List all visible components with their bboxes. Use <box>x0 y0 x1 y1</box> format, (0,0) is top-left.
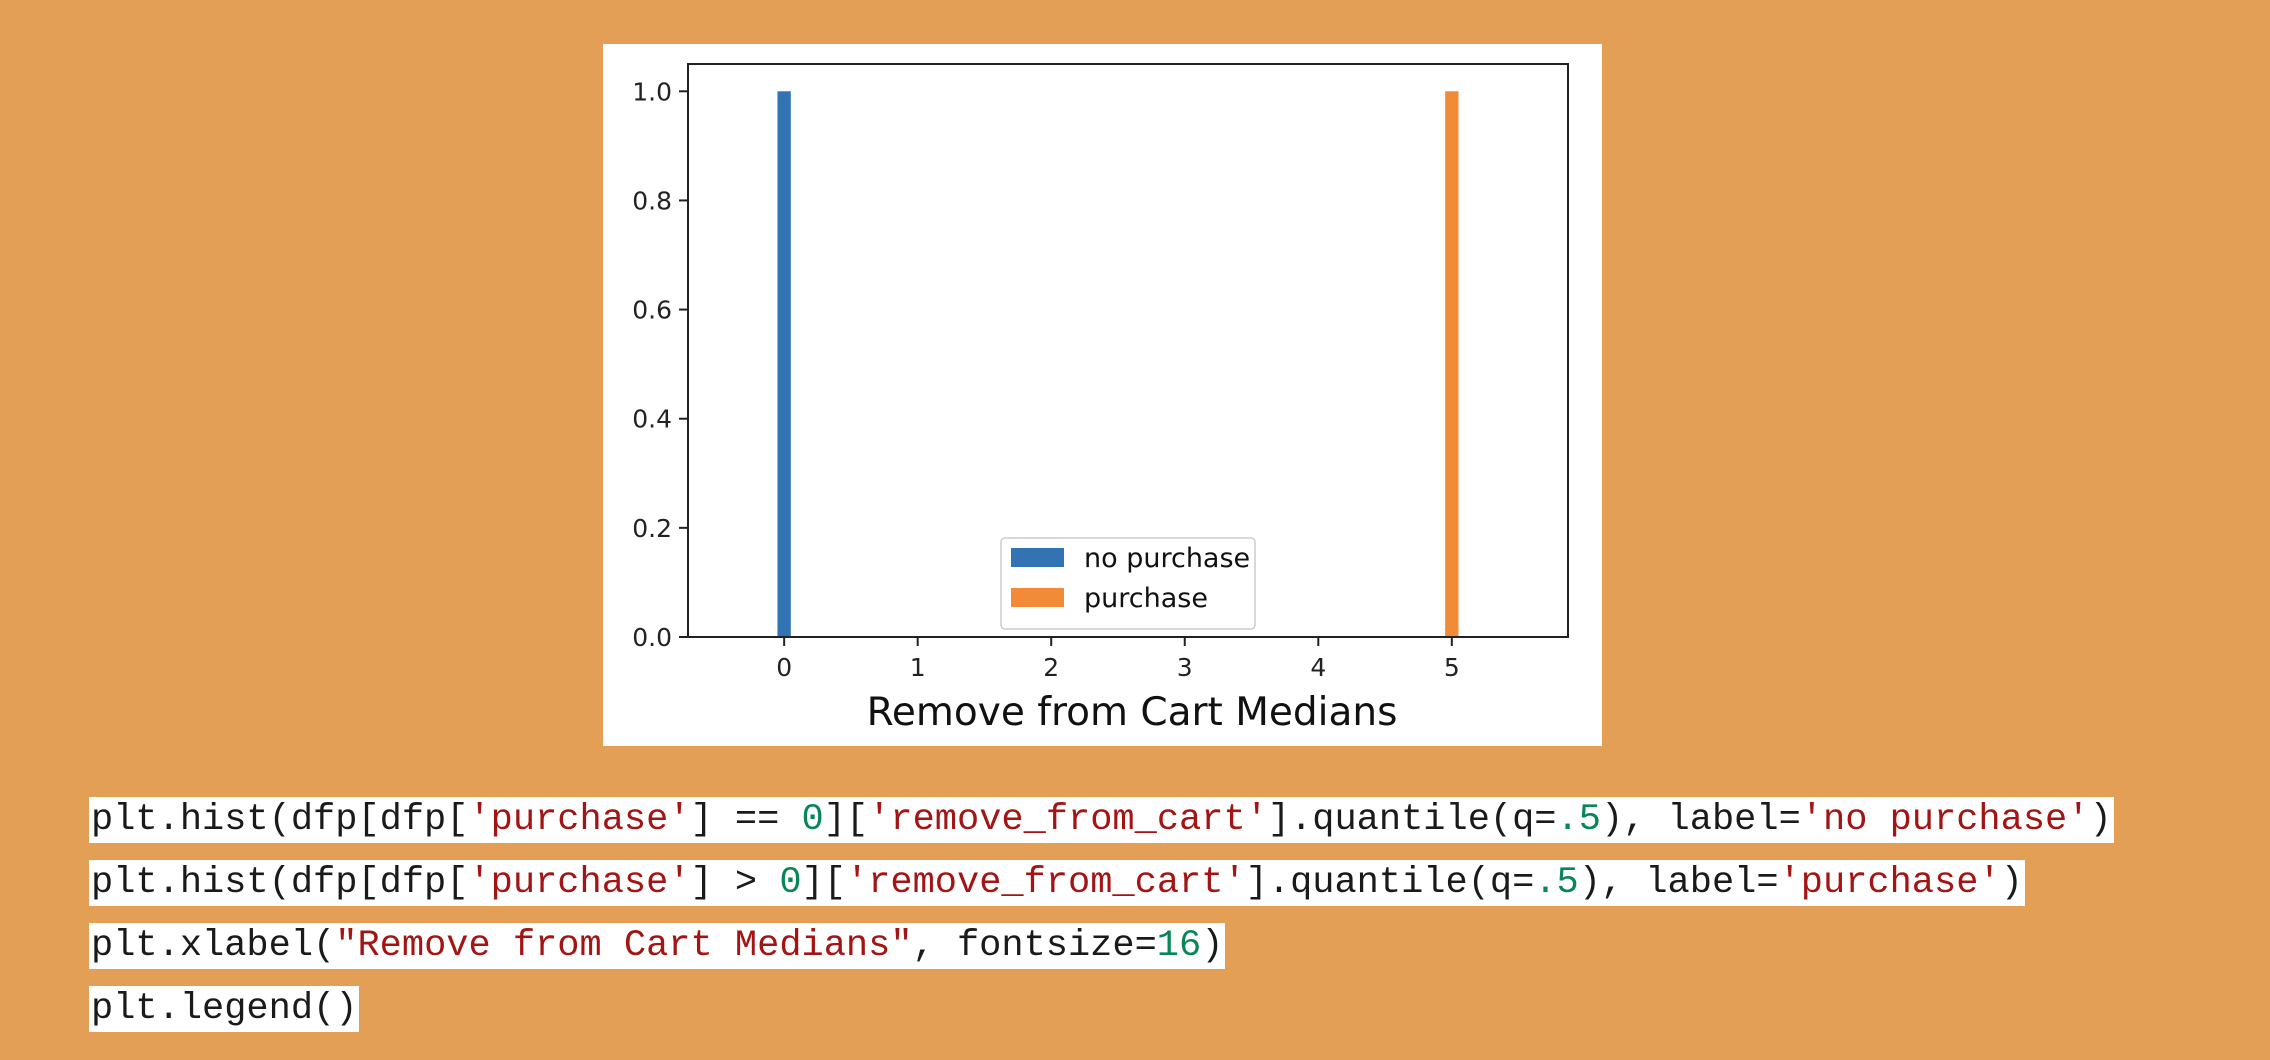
x-tick-label: 1 <box>910 653 926 682</box>
x-tick-label: 0 <box>776 653 792 682</box>
legend-swatch-no-purchase <box>1011 548 1064 567</box>
code-token: 'remove_from_cart' <box>845 862 1246 904</box>
code-line-hist-purchase: plt.hist(dfp[dfp['purchase'] > 0]['remov… <box>89 860 2025 906</box>
axes-frame <box>687 63 1569 638</box>
code-token: .5 <box>1556 799 1601 841</box>
histogram-chart: 0 1 2 3 4 5 0.0 0.2 0.4 0.6 0.8 1.0 Remove from Car… <box>632 63 1569 735</box>
y-tick-label: 0.8 <box>632 186 672 215</box>
y-tick-label: 0.4 <box>632 405 672 434</box>
code-token: plt.hist(dfp[dfp[ <box>91 799 469 841</box>
y-tick-label: 0.6 <box>632 296 672 325</box>
code-token: ][ <box>801 862 846 904</box>
code-token: , fontsize= <box>912 925 1157 967</box>
chart-panel: 0 1 2 3 4 5 0.0 0.2 0.4 0.6 0.8 1.0 Remove from Car… <box>603 44 1602 746</box>
code-token: 0 <box>779 862 802 904</box>
code-token: .5 <box>1534 862 1579 904</box>
code-token: ] == <box>690 799 802 841</box>
x-tick-label: 4 <box>1310 653 1326 682</box>
legend-box <box>1000 537 1256 630</box>
legend-label-purchase: purchase <box>1084 583 1208 614</box>
chart-marks <box>777 91 1459 638</box>
code-token: ].quantile(q= <box>1245 862 1535 904</box>
code-token: 'purchase' <box>468 799 691 841</box>
bar-no-purchase <box>777 91 791 638</box>
code-line-xlabel: plt.xlabel("Remove from Cart Medians", f… <box>89 923 1226 969</box>
code-line-legend: plt.legend() <box>89 986 360 1032</box>
code-token: ].quantile(q= <box>1267 799 1557 841</box>
code-line-hist-no-purchase: plt.hist(dfp[dfp['purchase'] == 0]['remo… <box>89 797 2114 843</box>
code-token: ), label= <box>1600 799 1801 841</box>
code-token: 'purchase' <box>468 862 691 904</box>
code-token: 0 <box>801 799 824 841</box>
code-token: ][ <box>823 799 869 841</box>
code-token: plt.hist(dfp[dfp[ <box>91 862 469 904</box>
code-token: ] > <box>690 862 780 904</box>
legend-label-no-purchase: no purchase <box>1084 543 1250 574</box>
bar-purchase <box>1445 91 1459 638</box>
code-token: 'no purchase' <box>1800 799 2090 841</box>
legend: no purchase purchase <box>1000 537 1256 630</box>
code-token: 'purchase' <box>1778 862 2001 904</box>
legend-swatch-purchase <box>1011 588 1064 607</box>
x-tick-label: 2 <box>1043 653 1059 682</box>
code-token: "Remove from Cart Medians" <box>335 925 913 967</box>
y-tick-label: 1.0 <box>632 77 672 106</box>
x-tick-label: 3 <box>1177 653 1193 682</box>
axis-ticks: 0 1 2 3 4 5 0.0 0.2 0.4 0.6 0.8 1.0 <box>632 77 1460 682</box>
code-token: plt.xlabel( <box>91 925 336 967</box>
code-token: 16 <box>1156 925 1202 967</box>
code-token: ) <box>1201 925 1224 967</box>
y-tick-label: 0.0 <box>632 623 672 652</box>
x-tick-label: 5 <box>1444 653 1460 682</box>
x-axis-label: Remove from Cart Medians <box>867 690 1398 735</box>
code-token: ) <box>2000 862 2023 904</box>
code-token: ) <box>2089 799 2112 841</box>
code-token: plt.legend() <box>91 988 358 1030</box>
code-token: ), label= <box>1578 862 1779 904</box>
code-token: 'remove_from_cart' <box>868 799 1268 841</box>
y-tick-label: 0.2 <box>632 514 672 543</box>
